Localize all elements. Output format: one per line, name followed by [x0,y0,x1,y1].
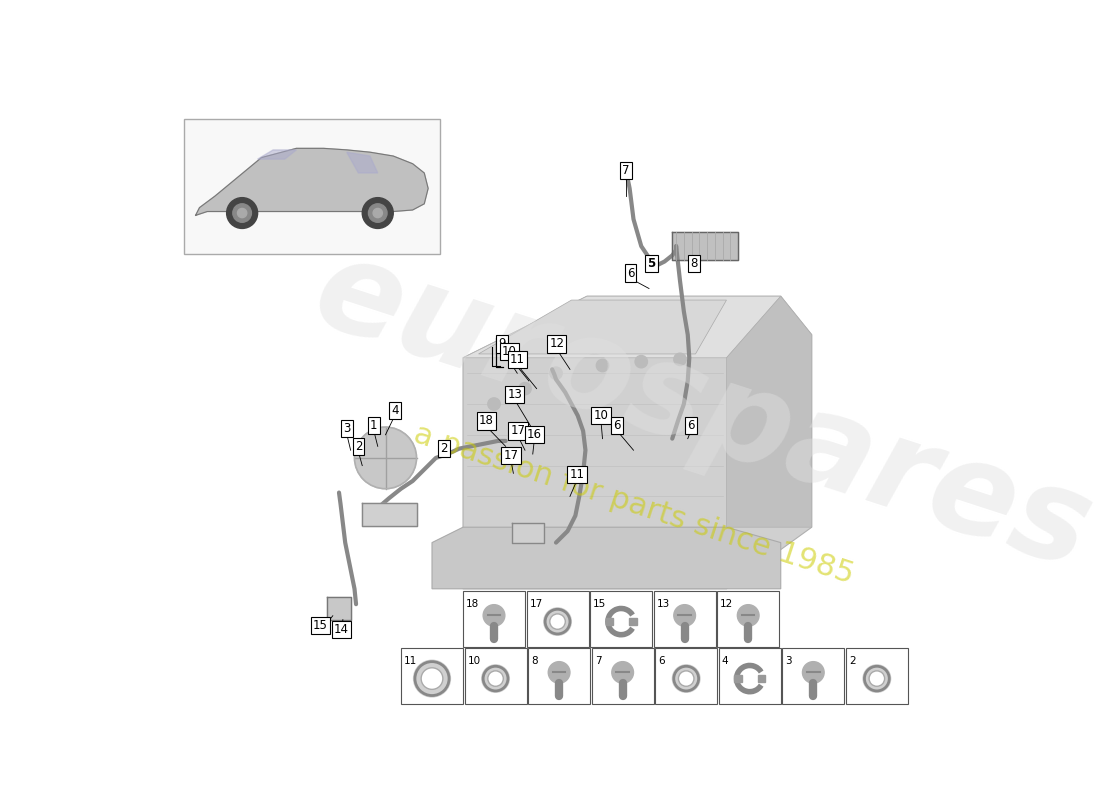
Text: 7: 7 [595,656,602,666]
Circle shape [674,605,695,626]
Polygon shape [758,674,766,682]
Polygon shape [735,674,743,682]
Circle shape [373,209,383,218]
Polygon shape [478,300,726,354]
Circle shape [674,353,686,366]
Text: 15: 15 [593,599,606,609]
Circle shape [550,614,565,630]
Bar [590,591,652,646]
Bar [528,648,590,703]
Polygon shape [432,527,781,589]
Text: 13: 13 [507,388,522,402]
Text: 11: 11 [509,353,525,366]
Text: 16: 16 [527,428,542,442]
Text: 6: 6 [614,419,622,432]
Circle shape [869,671,884,686]
Polygon shape [362,502,417,526]
Circle shape [487,671,504,686]
Circle shape [368,204,387,222]
Circle shape [227,198,257,229]
Circle shape [548,662,570,683]
Bar [656,648,717,703]
Bar [464,648,527,703]
Circle shape [238,209,246,218]
Bar [402,648,463,703]
Text: 8: 8 [531,656,538,666]
Text: 12: 12 [549,338,564,350]
Text: 1: 1 [370,419,377,432]
Polygon shape [463,296,781,358]
Circle shape [421,668,443,690]
Bar [527,591,588,646]
Text: 2: 2 [849,656,856,666]
Polygon shape [672,232,738,260]
Circle shape [487,398,500,410]
Circle shape [483,605,505,626]
Text: 3: 3 [785,656,792,666]
Bar [184,119,440,254]
Text: 4: 4 [392,404,398,417]
Text: 6: 6 [658,656,664,666]
Bar [463,591,525,646]
Text: 10: 10 [594,409,608,422]
Circle shape [415,662,449,695]
Bar [592,648,653,703]
Text: 10: 10 [502,345,517,358]
Polygon shape [629,618,637,626]
Polygon shape [606,618,614,626]
Polygon shape [346,152,377,173]
Circle shape [519,382,531,394]
Circle shape [483,666,508,691]
Text: 5: 5 [647,258,656,270]
Circle shape [865,666,889,691]
Circle shape [550,367,562,379]
Text: 15: 15 [314,619,328,632]
Text: 6: 6 [627,266,635,280]
Polygon shape [257,150,296,159]
Polygon shape [512,523,544,542]
Text: 18: 18 [466,599,480,609]
Bar [717,591,779,646]
Text: 7: 7 [621,164,629,177]
Circle shape [802,662,824,683]
Text: 2: 2 [440,442,448,455]
Bar [653,591,716,646]
Circle shape [546,610,570,634]
Text: 9: 9 [498,338,506,350]
Circle shape [737,605,759,626]
Circle shape [612,662,634,683]
Text: 12: 12 [720,599,734,609]
Text: 2: 2 [354,440,362,453]
Circle shape [354,427,417,489]
Text: 10: 10 [468,656,481,666]
Polygon shape [726,296,812,527]
Text: 17: 17 [530,599,543,609]
Circle shape [596,359,608,372]
Text: eurospares: eurospares [300,227,1100,596]
Circle shape [679,671,694,686]
Text: 6: 6 [688,419,694,432]
Polygon shape [196,148,428,215]
Circle shape [674,666,698,691]
Bar [782,648,845,703]
Circle shape [362,198,394,229]
Circle shape [233,204,252,222]
Text: 18: 18 [478,414,494,427]
Polygon shape [463,296,812,589]
Polygon shape [328,597,351,619]
Text: 11: 11 [404,656,417,666]
Text: 14: 14 [333,623,349,636]
Text: 17: 17 [504,449,518,462]
Text: 8: 8 [691,258,697,270]
Text: 11: 11 [570,468,584,482]
Text: a passion for parts since 1985: a passion for parts since 1985 [409,419,857,589]
Circle shape [635,355,648,368]
Bar [846,648,907,703]
Text: 13: 13 [657,599,670,609]
Text: 3: 3 [343,422,351,435]
Bar [718,648,781,703]
Text: 17: 17 [510,425,526,438]
Text: 4: 4 [722,656,728,666]
